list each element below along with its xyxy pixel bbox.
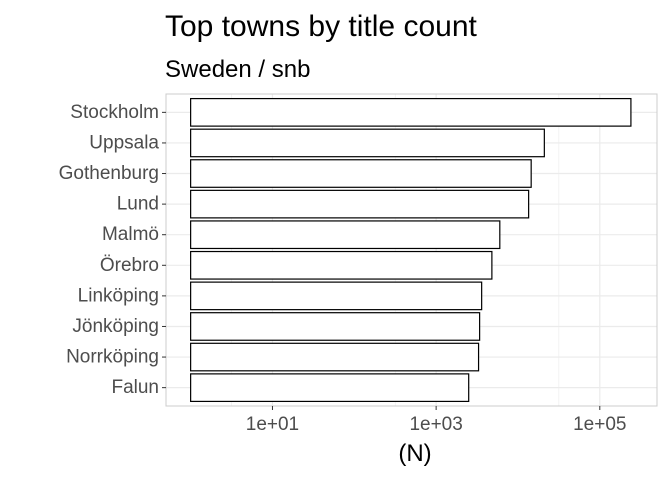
category-label: Norrköping — [66, 347, 159, 368]
bar — [190, 342, 480, 372]
category-label: Örebro — [100, 255, 159, 276]
category-label: Stockholm — [70, 102, 159, 123]
bar — [190, 128, 545, 158]
bar — [190, 281, 483, 311]
bar — [190, 189, 530, 219]
category-label: Linköping — [78, 285, 159, 306]
category-label: Jönköping — [72, 316, 159, 337]
bar — [190, 250, 493, 280]
panel-border — [165, 93, 658, 407]
x-axis-ticks: 1e+01 1e+03 1e+05 — [246, 406, 626, 435]
category-label: Lund — [117, 194, 159, 215]
bar — [190, 312, 481, 341]
category-label: Gothenburg — [59, 163, 159, 184]
bar — [190, 220, 501, 250]
category-labels: Stockholm Uppsala Gothenburg Lund Malmö Örebr… — [59, 102, 166, 398]
bar — [190, 159, 532, 188]
category-label: Uppsala — [89, 132, 159, 153]
bar — [190, 373, 470, 403]
bars — [190, 97, 632, 403]
category-label: Falun — [111, 377, 159, 398]
bar — [190, 97, 632, 127]
chart-subtitle: Sweden / snb — [165, 56, 310, 83]
x-tick-label: 1e+01 — [246, 414, 299, 435]
x-tick-label: 1e+05 — [573, 414, 626, 435]
category-label: Malmö — [102, 224, 159, 245]
x-axis-title: (N) — [398, 440, 431, 467]
x-tick-label: 1e+03 — [409, 414, 462, 435]
chart-title: Top towns by title count — [165, 10, 478, 43]
